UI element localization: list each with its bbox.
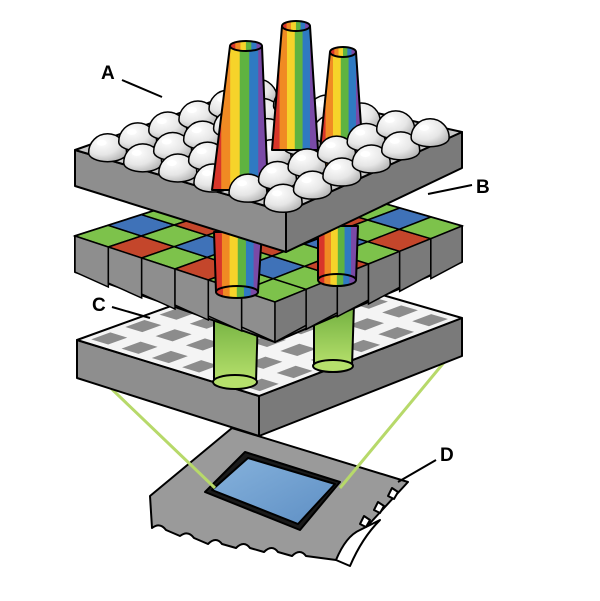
photodiode-cell: [125, 320, 162, 333]
callouts: A B C D: [92, 63, 490, 483]
microlens-highlight: [419, 124, 430, 131]
photodiode-cell: [276, 365, 313, 379]
package-notches: [359, 487, 399, 528]
microlens-highlight: [389, 137, 400, 144]
photodiode-cell: [121, 341, 158, 354]
microlens-dome: [263, 183, 303, 213]
photodiode-cell: [348, 318, 385, 331]
microlens-highlight: [355, 129, 366, 136]
microlens-dome: [380, 131, 421, 161]
sensor-chip: [204, 451, 341, 531]
photodiode-cell: [182, 360, 219, 373]
microlens-dome: [122, 143, 163, 173]
microlens-highlight: [196, 148, 207, 155]
microlens-front: [228, 110, 450, 213]
photodiode-cell: [151, 350, 188, 364]
label-a: A: [101, 63, 115, 84]
microlens-highlight: [186, 107, 197, 114]
photodiode-cell: [155, 329, 192, 342]
rainbow-light-lower: [213, 225, 359, 299]
microlens-dome: [410, 118, 450, 148]
filter-side-segment: [107, 245, 143, 300]
photodiode-cell: [185, 338, 222, 351]
microlens-dome: [322, 157, 362, 187]
microlens-highlight: [384, 116, 395, 123]
microlens-highlight: [360, 150, 371, 157]
label-b: B: [476, 177, 490, 198]
microlens-highlight: [325, 142, 336, 149]
microlens-dome: [292, 170, 333, 200]
microlens-dome: [351, 144, 392, 174]
microlens-highlight: [161, 138, 172, 145]
filter-side-segment: [174, 267, 210, 322]
microlens-dome: [316, 135, 357, 165]
microlens-highlight: [166, 159, 177, 166]
photodiode-cell: [382, 305, 418, 318]
microlens-highlight: [156, 117, 167, 124]
microlens-highlight: [272, 190, 283, 197]
microlens-highlight: [330, 164, 341, 171]
microlens-dome: [87, 133, 128, 163]
photodiode-cell: [412, 314, 448, 327]
filter-side-segment: [74, 234, 110, 289]
photodiode-cell: [280, 343, 317, 357]
microlens-highlight: [191, 127, 202, 134]
microlens-highlight: [315, 101, 326, 108]
guide-lines: [93, 359, 448, 490]
microlens-highlight: [301, 177, 312, 184]
filter-side-segment: [140, 256, 176, 311]
microlens-highlight: [131, 149, 142, 156]
microlens-highlight: [96, 139, 107, 146]
photodiode-cell: [91, 332, 128, 345]
microlens-highlight: [296, 154, 307, 161]
label-d: D: [440, 445, 454, 466]
label-c: C: [92, 295, 106, 316]
microlens-highlight: [126, 128, 137, 135]
microlens-highlight: [266, 167, 277, 174]
microlens-highlight: [237, 180, 248, 187]
photodiode-cell: [378, 326, 415, 340]
filter-side-cells: [74, 224, 463, 344]
microlens-highlight: [201, 170, 212, 177]
photodiode-cell: [242, 378, 279, 392]
filter-side-segment: [430, 224, 463, 280]
